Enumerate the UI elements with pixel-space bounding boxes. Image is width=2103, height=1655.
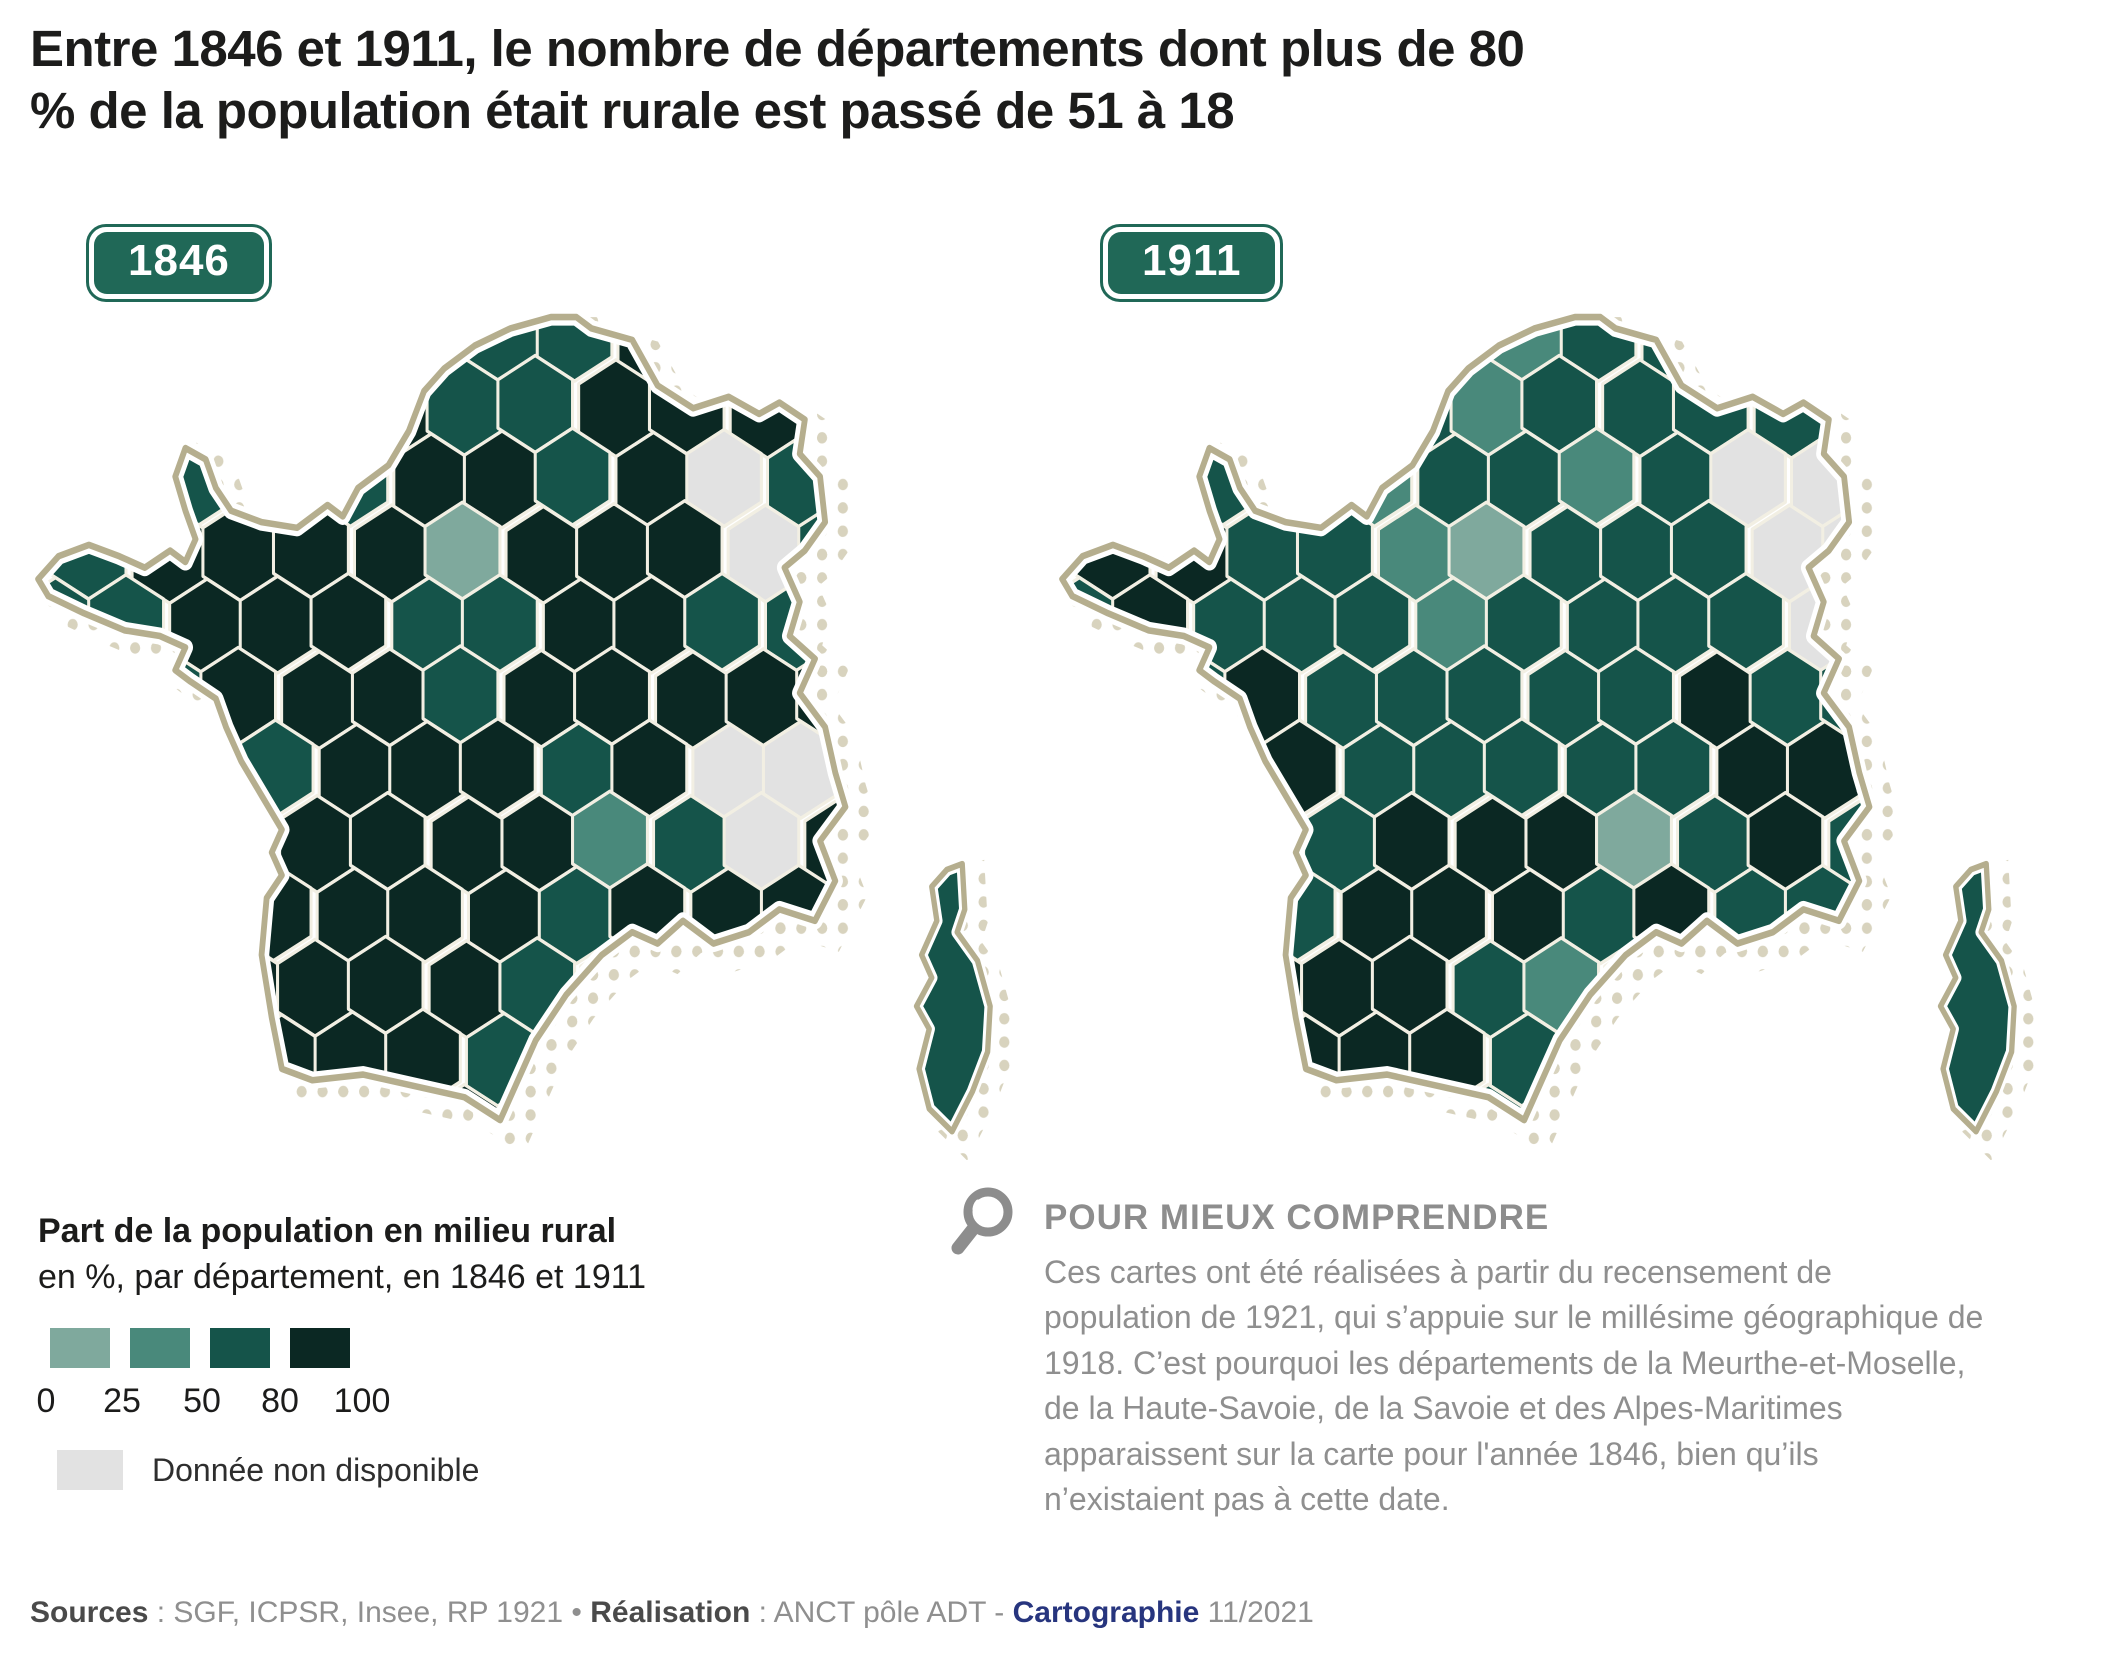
- legend-no-data-label: Donnée non disponible: [152, 1452, 480, 1488]
- legend-tick-0: 0: [36, 1382, 56, 1420]
- legend-title: Part de la population en milieu rural: [38, 1212, 617, 1250]
- year-badge-1911-label: 1911: [1108, 232, 1276, 294]
- legend-tick-80: 80: [261, 1382, 299, 1420]
- legend-tick-50: 50: [183, 1382, 221, 1420]
- magnifier-icon: [951, 1187, 1013, 1255]
- france-map-svg-1846: [30, 308, 1014, 1161]
- footer-separator: •: [571, 1596, 582, 1629]
- year-badge-1846: 1846: [86, 224, 272, 302]
- realisation-text: : ANCT pôle ADT -: [750, 1596, 1013, 1629]
- footer-date: 11/2021: [1199, 1596, 1314, 1629]
- legend-tick-100: 100: [333, 1382, 391, 1420]
- legend-tick-25: 25: [103, 1382, 141, 1420]
- legend-swatch-50-80: [210, 1328, 270, 1368]
- legend-swatch-0-25: [50, 1328, 110, 1368]
- year-badge-1911: 1911: [1100, 224, 1284, 302]
- legend-subtitle: en %, par département, en 1846 et 1911: [38, 1258, 647, 1296]
- sources-text: : SGF, ICPSR, Insee, RP 1921: [148, 1596, 572, 1629]
- year-badge-1846-label: 1846: [94, 232, 264, 294]
- map-1846-choropleth: [28, 300, 1014, 1161]
- legend-swatch-80-100: [290, 1328, 350, 1368]
- legend-swatch-25-50: [130, 1328, 190, 1368]
- france-map-svg-1911: [1054, 308, 2038, 1161]
- cartography-label: Cartographie: [1012, 1596, 1200, 1629]
- note-title: POUR MIEUX COMPRENDRE: [1044, 1198, 1550, 1237]
- note-body: Ces cartes ont été réalisées à partir du…: [1044, 1254, 1984, 1518]
- map-1911-choropleth: [1052, 300, 2038, 1161]
- legend-no-data-swatch: [57, 1450, 123, 1490]
- infographic-title: Entre 1846 et 1911, le nombre de départe…: [30, 20, 1525, 140]
- realisation-label: Réalisation: [581, 1596, 751, 1629]
- sources-line: Sources : SGF, ICPSR, Insee, RP 1921 • R…: [30, 1596, 1314, 1630]
- sources-label: Sources: [30, 1596, 149, 1629]
